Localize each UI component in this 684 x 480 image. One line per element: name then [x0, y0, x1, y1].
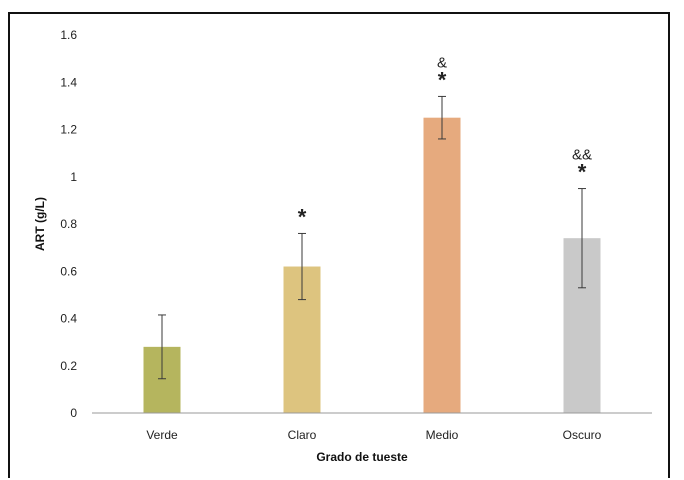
significance-star: * [298, 204, 307, 229]
y-tick-label: 0.4 [60, 312, 77, 326]
y-tick-label: 0.2 [60, 359, 77, 373]
bar [423, 117, 461, 413]
x-axis-title: Grado de tueste [316, 450, 408, 464]
significance-star: * [438, 67, 447, 92]
significance-star: * [578, 160, 587, 185]
x-tick-label: Medio [426, 428, 459, 442]
x-tick-label: Oscuro [563, 428, 602, 442]
x-tick-label: Claro [288, 428, 317, 442]
y-tick-label: 0 [70, 406, 77, 420]
x-tick-label: Verde [146, 428, 178, 442]
error-bar [438, 95, 446, 140]
y-tick-label: 0.6 [60, 264, 77, 278]
y-tick-label: 1 [70, 170, 77, 184]
y-axis-title: ART (g/L) [33, 197, 47, 251]
error-bar [298, 232, 306, 301]
bar-chart: 00.20.40.60.811.21.41.6 **&*&& Verde Clar… [33, 28, 652, 464]
significance-ampersand: & [437, 54, 447, 71]
chart-frame: 0 0.2 0.4 0.6 0.8 1 1.2 1.4 1.6 * * & * && Verde Clar… [8, 12, 670, 478]
error-bar [158, 314, 166, 380]
y-tick-label: 1.6 [60, 28, 77, 42]
significance-ampersand: && [572, 147, 592, 164]
y-tick-label: 1.2 [60, 123, 77, 137]
error-bar [578, 188, 586, 289]
y-tick-label: 0.8 [60, 217, 77, 231]
y-tick-label: 1.4 [60, 75, 77, 89]
